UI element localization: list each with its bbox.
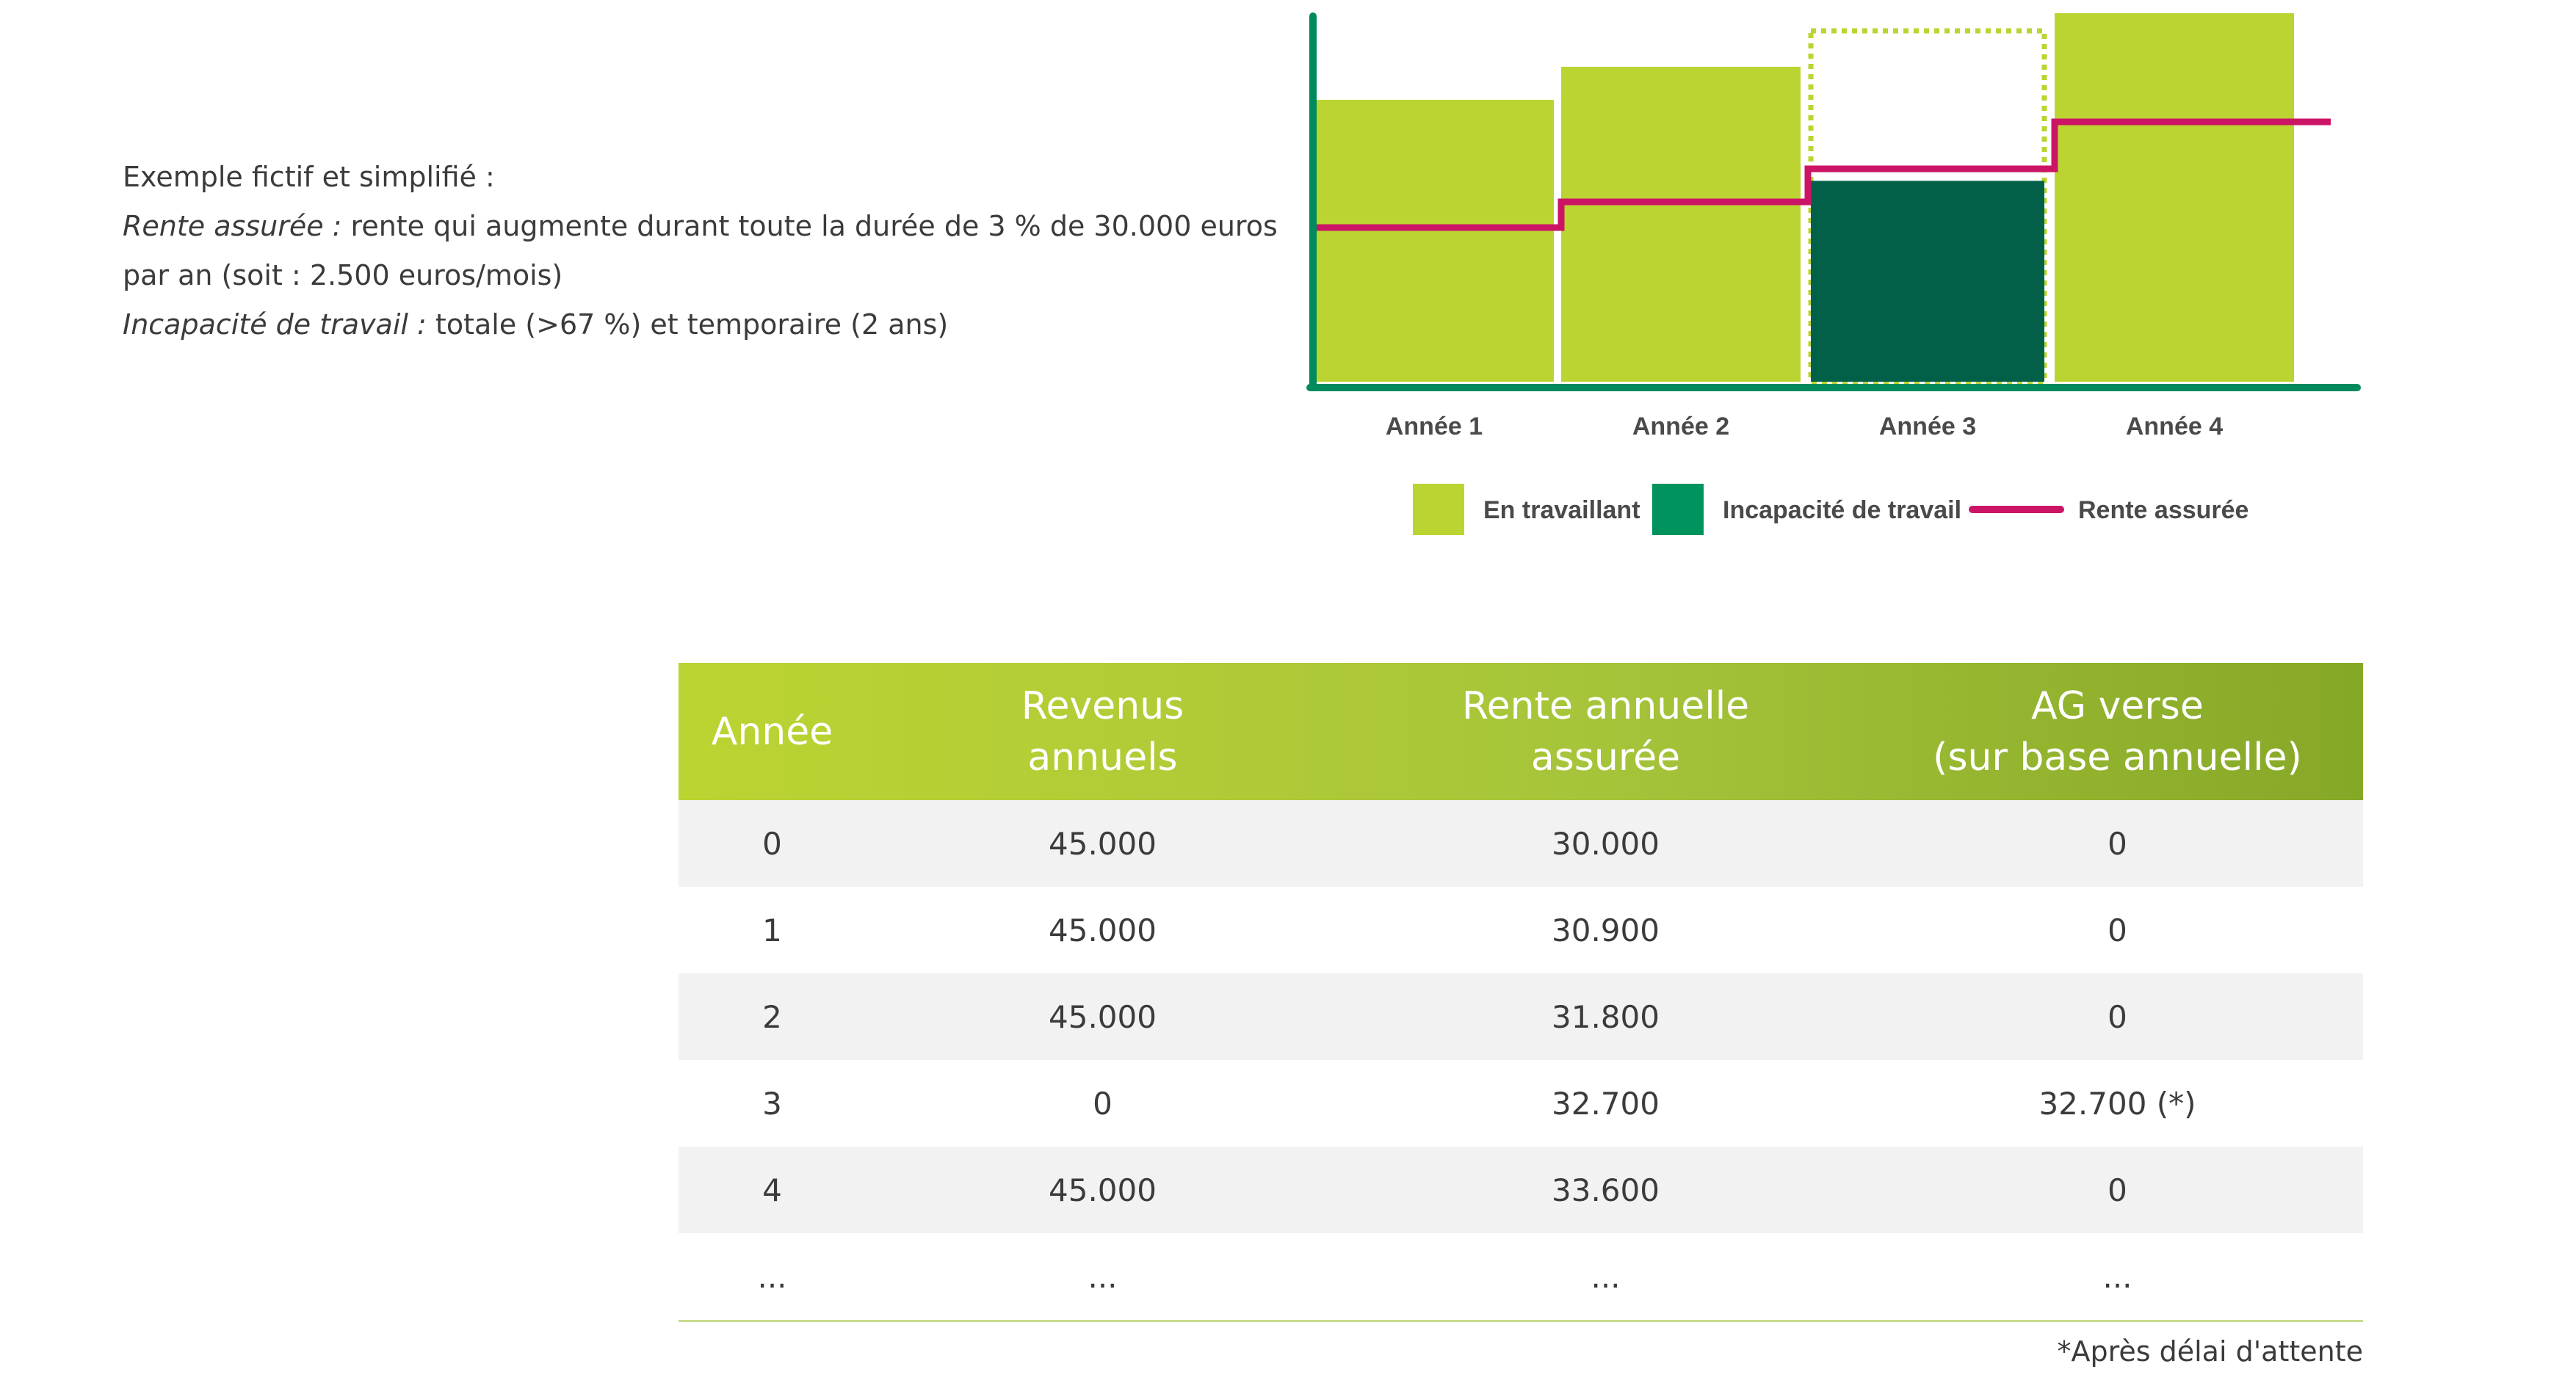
header-text: AG verse [2031,683,2204,728]
chart-bars [1314,12,2294,385]
table-header-row: Année Revenus annuels Rente annuelle assurée… [679,663,2363,800]
table-cell: 2 [762,998,782,1035]
header-text: Rente annuelle [1461,683,1750,728]
x-label-4: Année 4 [2126,413,2223,440]
intro-incapacite-text: totale (>67 %) et temporaire (2 ans) [426,308,949,341]
bar-working-4 [2055,12,2294,382]
bar-incapacity-3 [1811,181,2044,382]
table-cell: 0 [2108,1172,2127,1208]
legend-label-1: En travaillant [1483,496,1640,524]
bar-working-2 [1561,66,1801,382]
x-label-3: Année 3 [1879,413,1976,440]
table-header: Année Revenus annuels Rente annuelle assurée… [679,663,2363,800]
header-cell-3: AG verse (sur base annuelle) [1872,663,2363,800]
table-row: 2 45.000 31.800 0 [679,973,2363,1060]
header-cell-1: Revenus annuels [866,663,1339,800]
table-row: 1 45.000 30.900 0 [679,887,2363,973]
table-cell: 30.000 [1552,825,1660,862]
table-cell: ... [866,1233,1339,1322]
bar-working-1 [1314,99,1554,382]
table-row: ............ [679,1233,2363,1322]
intro-line-1: Exemple fictif et simplifié : [123,161,495,193]
table-cell: 32.700 (*) [2038,1085,2196,1122]
table-cell: 0 [1093,1085,1112,1122]
table-cell: 45.000 [1049,825,1157,862]
x-label-2: Année 2 [1632,413,1729,440]
table-cell: 45.000 [1049,912,1157,948]
header-text: Année [711,709,833,754]
table-cell: 0 [2108,998,2127,1035]
intro-line-3: par an (soit : 2.500 euros/mois) [123,259,563,291]
table-cell: 4 [762,1172,782,1208]
intro-incapacite-label: Incapacité de travail : [123,308,427,341]
table-cell: 0 [762,825,782,862]
legend-label-2: Incapacité de travail [1723,496,1961,524]
header-text: Revenus [1021,683,1184,728]
rente-table-wrap: Année Revenus annuels Rente annuelle assurée… [679,663,2363,1368]
table-row: 0 45.000 30.000 0 [679,800,2363,887]
intro-text: Exemple fictif et simplifié : Rente assu… [123,153,1278,349]
table-cell: ... [1339,1233,1872,1322]
header-text: (sur base annuelle) [1933,735,2302,780]
table-cell: 30.900 [1552,912,1660,948]
table-body: 0 45.000 30.000 0 1 45.000 30.900 0 2 45.000 31.80… [679,800,2363,1322]
x-axis-labels: Année 1 Année 2 Année 3 Année 4 [1386,413,2223,440]
x-label-1: Année 1 [1386,413,1483,440]
table-cell: 33.600 [1552,1172,1660,1208]
intro-rente-text: rente qui augmente durant toute la durée… [341,210,1278,242]
chart-legend: En travaillant Incapacité de travail Rente… [1413,484,2248,535]
rente-line [1314,118,2331,231]
chart-axes [1306,12,2361,391]
table-row: 4 45.000 33.600 0 [679,1147,2363,1233]
header-text: assurée [1530,735,1681,780]
table-cell: 0 [2108,912,2127,948]
intro-line-2: Rente assurée : rente qui augmente duran… [123,202,1278,251]
table-cell: 45.000 [1049,998,1157,1035]
table-cell: 1 [762,912,782,948]
table-cell: 3 [762,1085,782,1122]
table-cell: 32.700 [1552,1085,1660,1122]
rente-line-group [1314,118,2331,231]
table-cell: ... [1872,1233,2363,1322]
rente-chart: Année 1 Année 2 Année 3 Année 4 En travaill… [1306,12,2361,535]
intro-rente-label: Rente assurée : [123,210,342,242]
legend-label-3: Rente assurée [2078,496,2248,524]
table-cell: 45.000 [1049,1172,1157,1208]
legend-swatch-1 [1413,484,1464,535]
intro-line-4: Incapacité de travail : totale (>67 %) e… [123,300,1268,349]
header-text: annuels [1027,735,1178,780]
legend-swatch-2 [1652,484,1704,535]
table-cell: ... [679,1233,866,1322]
header-cell-0: Année [679,663,866,800]
footnote: *Après délai d'attente [2057,1335,2363,1368]
table-cell: 0 [2108,825,2127,862]
table-cell: 31.800 [1552,998,1660,1035]
header-cell-2: Rente annuelle assurée [1339,663,1872,800]
rente-table: Année Revenus annuels Rente annuelle assurée… [679,663,2363,1322]
table-row: 3 0 32.700 32.700 (*) [679,1060,2363,1147]
